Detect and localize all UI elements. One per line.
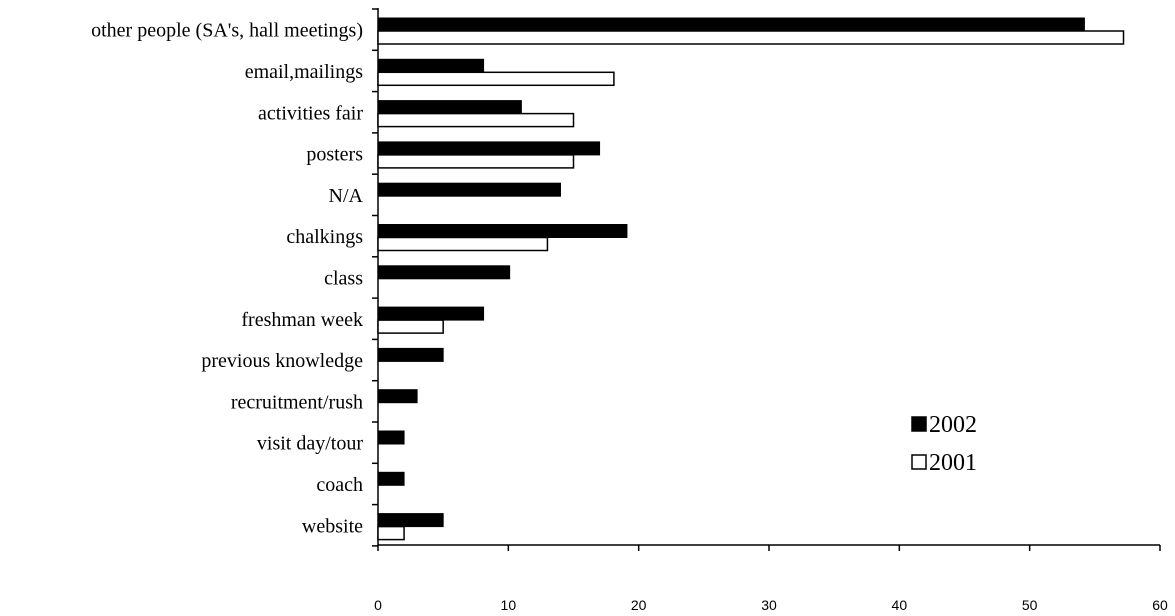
bar-2002-4 <box>377 182 561 197</box>
x-tick-labels: 0 10 20 30 40 50 60 <box>374 597 1168 613</box>
bar-2001-3 <box>377 154 575 169</box>
legend: 2002 2001 <box>911 412 977 476</box>
category-label: website <box>302 515 363 537</box>
legend-label-2001: 2001 <box>929 450 977 476</box>
category-label: class <box>324 267 363 289</box>
axes <box>372 8 1161 551</box>
x-tick-label: 40 <box>892 597 908 613</box>
bar-2002-0 <box>377 17 1085 32</box>
category-label: freshman week <box>241 309 363 331</box>
category-label: posters <box>306 144 363 166</box>
bar-2002-5 <box>377 224 628 238</box>
bar-2001-12 <box>377 525 405 541</box>
category-label: visit day/tour <box>257 433 363 455</box>
bar-2002-6 <box>377 265 511 280</box>
bar-2001-7 <box>377 319 444 334</box>
bar-2001-0 <box>377 30 1125 45</box>
bar-2002-3 <box>377 141 601 156</box>
legend-label-2002: 2002 <box>929 412 977 438</box>
legend-swatch-2001 <box>911 454 927 470</box>
category-label: chalkings <box>286 226 363 248</box>
bar-2002-2 <box>377 100 522 115</box>
bar-2001-2 <box>377 112 575 128</box>
category-label: coach <box>316 474 363 496</box>
bar-2002-9 <box>377 389 418 404</box>
x-tick-label: 20 <box>631 597 647 613</box>
category-label: other people (SA's, hall meetings) <box>91 20 363 42</box>
bar-2002-11 <box>377 471 405 486</box>
category-label: recruitment/rush <box>231 391 363 413</box>
category-label: email,mailings <box>245 61 364 83</box>
category-label: activities fair <box>258 102 363 124</box>
x-tick-label: 30 <box>761 597 777 613</box>
bar-2002-12 <box>377 513 444 528</box>
x-tick-label: 50 <box>1022 597 1038 613</box>
bar-2002-8 <box>377 347 444 362</box>
bar-2002-7 <box>377 306 485 321</box>
bar-2002-10 <box>377 430 405 445</box>
bar-2001-1 <box>377 71 615 87</box>
x-tick-label: 60 <box>1152 597 1168 613</box>
category-label: previous knowledge <box>201 350 363 372</box>
bar-2002-1 <box>377 58 485 73</box>
category-labels: other people (SA's, hall meetings) email,… <box>91 20 363 538</box>
x-tick-label: 0 <box>374 597 382 613</box>
bars <box>377 17 1125 541</box>
category-label: N/A <box>329 185 364 207</box>
legend-swatch-2002 <box>911 416 927 432</box>
x-tick-label: 10 <box>501 597 517 613</box>
bar-2001-5 <box>377 236 549 252</box>
